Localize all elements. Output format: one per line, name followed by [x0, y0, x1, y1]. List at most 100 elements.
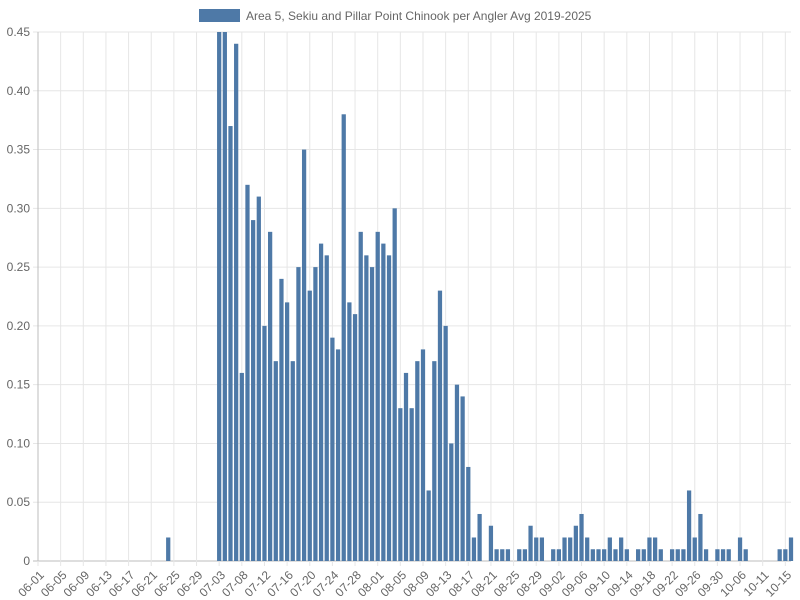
x-tick-label: 10-06 [717, 568, 749, 600]
bar[interactable] [686, 490, 692, 561]
bar[interactable] [364, 255, 369, 561]
bar[interactable] [335, 349, 341, 561]
bar[interactable] [579, 513, 584, 561]
bar[interactable] [703, 549, 709, 561]
bar[interactable] [392, 208, 397, 562]
bar[interactable] [590, 549, 595, 561]
bar[interactable] [313, 267, 318, 561]
bar[interactable] [398, 408, 403, 561]
bar[interactable] [284, 302, 290, 561]
bar[interactable] [658, 549, 663, 561]
bar[interactable] [720, 549, 726, 561]
bar[interactable] [307, 290, 312, 561]
y-tick-label: 0.35 [7, 143, 31, 157]
bar[interactable] [568, 537, 573, 561]
bar[interactable] [217, 32, 222, 561]
bar[interactable] [437, 290, 443, 561]
bar[interactable] [273, 361, 278, 561]
bar[interactable] [556, 549, 561, 561]
bar[interactable] [347, 302, 352, 561]
bar[interactable] [420, 349, 426, 561]
bar[interactable] [415, 361, 420, 561]
bar[interactable] [290, 361, 295, 561]
bar[interactable] [681, 549, 686, 561]
bar[interactable] [573, 525, 578, 561]
bar[interactable] [636, 549, 641, 561]
bar[interactable] [454, 384, 460, 561]
bar[interactable] [619, 537, 624, 561]
bar[interactable] [783, 549, 788, 561]
bar[interactable] [296, 267, 301, 561]
bar[interactable] [432, 361, 437, 561]
bar[interactable] [403, 372, 409, 561]
bar[interactable] [341, 114, 346, 562]
bar[interactable] [443, 325, 448, 561]
bar[interactable] [539, 537, 545, 561]
bar[interactable] [228, 126, 233, 562]
y-tick-label: 0.25 [7, 260, 31, 274]
bar[interactable] [528, 525, 533, 561]
y-tick-label: 0.10 [7, 436, 31, 450]
bar[interactable] [358, 231, 363, 561]
bar[interactable] [262, 325, 267, 561]
bar[interactable] [517, 549, 522, 561]
bar[interactable] [641, 549, 646, 561]
bar[interactable] [369, 267, 375, 561]
bar[interactable] [222, 32, 227, 561]
bar[interactable] [596, 549, 601, 561]
y-tick-label: 0.20 [7, 319, 31, 333]
bar[interactable] [477, 513, 482, 561]
bar[interactable] [466, 466, 471, 561]
bar[interactable] [494, 549, 499, 561]
bar[interactable] [737, 537, 743, 561]
legend[interactable]: Area 5, Sekiu and Pillar Point Chinook p… [199, 9, 592, 23]
bar[interactable] [743, 549, 748, 561]
bar[interactable] [239, 372, 244, 561]
bar[interactable] [624, 549, 629, 561]
bar[interactable] [256, 196, 261, 562]
bar[interactable] [698, 513, 703, 561]
bar[interactable] [534, 537, 539, 561]
bar[interactable] [471, 537, 477, 561]
bar[interactable] [234, 43, 239, 561]
bar[interactable] [647, 537, 652, 561]
bar[interactable] [375, 231, 380, 561]
bar[interactable] [602, 549, 607, 561]
bar[interactable] [166, 537, 171, 561]
bar[interactable] [330, 337, 335, 561]
bar[interactable] [788, 537, 794, 561]
bar[interactable] [777, 549, 782, 561]
bar[interactable] [449, 443, 454, 561]
bar[interactable] [251, 220, 256, 562]
bar[interactable] [245, 184, 250, 562]
bar[interactable] [279, 278, 284, 561]
bar[interactable] [301, 149, 307, 562]
bar[interactable] [613, 549, 618, 561]
bar[interactable] [500, 549, 505, 561]
bar[interactable] [669, 549, 675, 561]
bar[interactable] [381, 243, 386, 561]
bar[interactable] [551, 549, 556, 561]
bar[interactable] [460, 396, 465, 561]
bar[interactable] [692, 537, 697, 561]
bar[interactable] [352, 314, 358, 561]
y-tick-label: 0.40 [7, 84, 31, 98]
bar[interactable] [522, 549, 528, 561]
bar[interactable] [607, 537, 612, 561]
bar[interactable] [715, 549, 720, 561]
legend-label: Area 5, Sekiu and Pillar Point Chinook p… [246, 9, 592, 23]
bar[interactable] [585, 537, 590, 561]
bar[interactable] [562, 537, 567, 561]
bar[interactable] [268, 231, 273, 561]
bar[interactable] [675, 549, 680, 561]
bar[interactable] [505, 549, 511, 561]
bar[interactable] [488, 525, 494, 561]
bar[interactable] [386, 255, 392, 561]
bar[interactable] [726, 549, 731, 561]
bar[interactable] [409, 408, 414, 561]
bar[interactable] [318, 243, 324, 561]
bar[interactable] [324, 255, 329, 561]
bar[interactable] [426, 490, 431, 561]
bar[interactable] [652, 537, 658, 561]
